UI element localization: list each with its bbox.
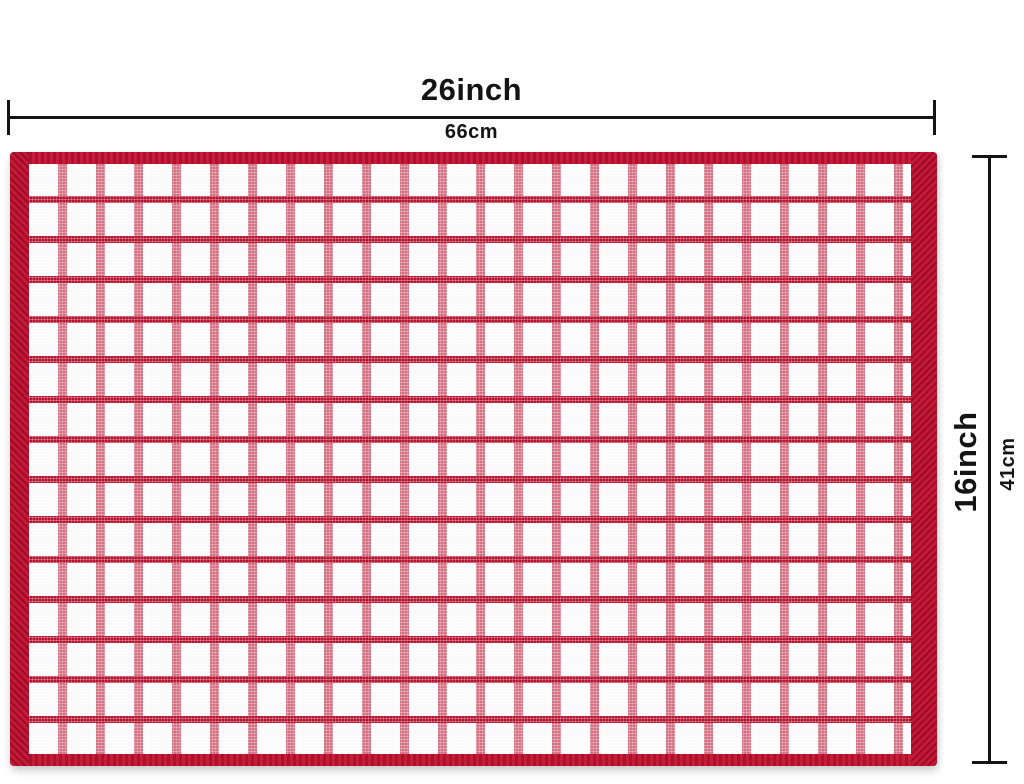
height-label-inches: 16inch [948, 411, 983, 513]
width-label-cm: 66cm [444, 121, 499, 143]
width-dimension-left-cap [7, 100, 10, 135]
width-dimension-line [7, 116, 936, 119]
towel-bottom-hem [29, 754, 911, 766]
width-dimension-right-cap [933, 100, 936, 135]
towel-right-selvage [911, 152, 937, 766]
towel-check-pattern [29, 163, 911, 755]
height-dimension-bottom-cap [972, 761, 1007, 764]
towel-left-selvage [10, 152, 29, 766]
height-label-cm: 41cm [997, 437, 1019, 491]
towel-top-hem [29, 152, 911, 164]
towel-photo [10, 152, 937, 766]
height-dimension-line [988, 155, 991, 764]
height-dimension-top-cap [972, 155, 1007, 158]
width-label-inches: 26inch [420, 72, 523, 107]
